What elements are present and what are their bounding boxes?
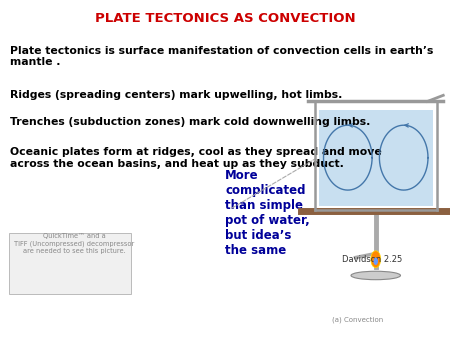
Text: PLATE TECTONICS AS CONVECTION: PLATE TECTONICS AS CONVECTION (94, 12, 356, 25)
Text: Davidson 2.25: Davidson 2.25 (342, 255, 402, 264)
Text: (a) Convection: (a) Convection (332, 316, 383, 323)
Ellipse shape (351, 271, 400, 280)
Polygon shape (319, 110, 433, 206)
Ellipse shape (371, 251, 381, 268)
Text: Trenches (subduction zones) mark cold downwelling limbs.: Trenches (subduction zones) mark cold do… (10, 117, 370, 127)
Text: Ridges (spreading centers) mark upwelling, hot limbs.: Ridges (spreading centers) mark upwellin… (10, 90, 342, 100)
Ellipse shape (374, 258, 378, 265)
FancyBboxPatch shape (9, 233, 130, 294)
Text: QuickTime™ and a
TIFF (Uncompressed) decompressor
are needed to see this picture: QuickTime™ and a TIFF (Uncompressed) dec… (14, 233, 135, 254)
Text: More
complicated
than simple
pot of water,
but idea’s
the same: More complicated than simple pot of wate… (225, 169, 310, 257)
Text: Oceanic plates form at ridges, cool as they spread and move
across the ocean bas: Oceanic plates form at ridges, cool as t… (10, 147, 382, 169)
Text: Plate tectonics is surface manifestation of convection cells in earth’s
mantle .: Plate tectonics is surface manifestation… (10, 46, 433, 67)
